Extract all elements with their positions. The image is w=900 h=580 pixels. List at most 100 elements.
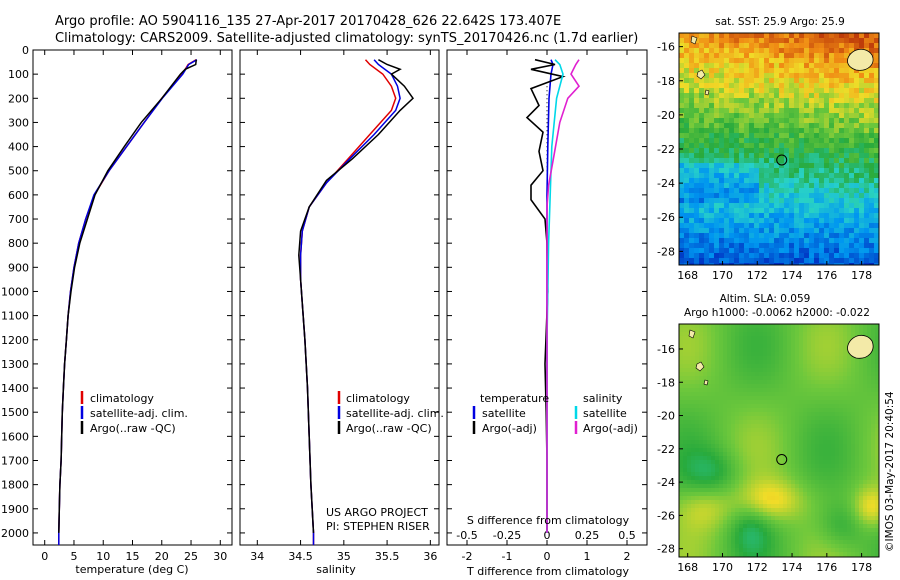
- map-cell: [815, 452, 820, 457]
- map-cell: [751, 548, 756, 553]
- map-cell: [795, 412, 800, 417]
- map-cell: [764, 223, 770, 229]
- map-cell: [739, 480, 744, 485]
- map-cell: [679, 400, 684, 405]
- map-cell: [739, 103, 745, 109]
- map-cell: [759, 243, 765, 249]
- map-cell: [779, 193, 785, 199]
- map-cell: [739, 448, 744, 453]
- map-cell: [863, 400, 868, 405]
- map-cell: [849, 73, 855, 79]
- map-cell: [719, 128, 725, 134]
- map-cell: [839, 98, 845, 104]
- map-cell: [711, 440, 716, 445]
- map-cell: [794, 158, 800, 164]
- map-cell: [875, 460, 879, 465]
- map-cell: [729, 123, 735, 129]
- map-cell: [791, 392, 796, 397]
- map-cell: [799, 428, 804, 433]
- map-cell: [823, 536, 828, 541]
- map-cell: [723, 524, 728, 529]
- map-cell: [814, 118, 820, 124]
- map-cell: [727, 344, 732, 349]
- map-cell: [731, 500, 736, 505]
- map-cell: [694, 223, 700, 229]
- map-cell: [724, 43, 730, 49]
- map-cell: [709, 33, 715, 39]
- map-cell: [691, 456, 696, 461]
- map-cell: [714, 103, 720, 109]
- lat-tick-label: -28: [657, 245, 675, 258]
- map-cell: [709, 228, 715, 234]
- map-cell: [814, 243, 820, 249]
- map-cell: [679, 340, 684, 345]
- map-cell: [791, 428, 796, 433]
- map-cell: [731, 380, 736, 385]
- map-cell: [715, 488, 720, 493]
- map-cell: [871, 416, 876, 421]
- map-cell: [719, 420, 724, 425]
- map-cell: [867, 544, 872, 549]
- map-cell: [709, 238, 715, 244]
- map-cell: [834, 173, 840, 179]
- map-cell: [734, 93, 740, 99]
- map-cell: [835, 484, 840, 489]
- map-cell: [764, 218, 770, 224]
- map-cell: [683, 468, 688, 473]
- map-cell: [849, 238, 855, 244]
- map-cell: [679, 228, 685, 234]
- map-cell: [691, 372, 696, 377]
- map-cell: [704, 78, 710, 84]
- map-cell: [759, 324, 764, 329]
- map-cell: [763, 372, 768, 377]
- map-cell: [739, 218, 745, 224]
- map-cell: [859, 332, 864, 337]
- map-cell: [795, 476, 800, 481]
- map-cell: [835, 348, 840, 353]
- map-cell: [843, 532, 848, 537]
- map-cell: [843, 488, 848, 493]
- map-cell: [804, 238, 810, 244]
- map-cell: [819, 243, 825, 249]
- map-cell: [804, 73, 810, 79]
- map-cell: [807, 436, 812, 441]
- map-cell: [829, 143, 835, 149]
- map-cell: [683, 464, 688, 469]
- map-cell: [689, 93, 695, 99]
- map-cell: [723, 532, 728, 537]
- map-cell: [744, 33, 750, 39]
- map-cell: [784, 78, 790, 84]
- map-cell: [711, 324, 716, 329]
- map-cell: [771, 404, 776, 409]
- map-cell: [859, 400, 864, 405]
- map-cell: [679, 536, 684, 541]
- map-cell: [867, 372, 872, 377]
- map-cell: [814, 238, 820, 244]
- map-cell: [809, 33, 815, 39]
- map-cell: [847, 516, 852, 521]
- map-cell: [764, 173, 770, 179]
- map-cell: [863, 408, 868, 413]
- map-cell: [691, 504, 696, 509]
- map-cell: [814, 138, 820, 144]
- map-cell: [831, 352, 836, 357]
- map-cell: [787, 412, 792, 417]
- map-cell: [839, 376, 844, 381]
- map-cell: [831, 532, 836, 537]
- map-cell: [791, 492, 796, 497]
- map-cell: [749, 83, 755, 89]
- map-cell: [827, 528, 832, 533]
- depth-tick-label: 700: [8, 213, 29, 226]
- map-cell: [731, 540, 736, 545]
- map-cell: [683, 524, 688, 529]
- map-cell: [683, 476, 688, 481]
- map-cell: [847, 336, 852, 341]
- map-cell: [839, 348, 844, 353]
- map-cell: [709, 103, 715, 109]
- map-cell: [679, 368, 684, 373]
- map-cell: [751, 396, 756, 401]
- map-cell: [774, 128, 780, 134]
- map-cell: [724, 63, 730, 69]
- map-cell: [694, 198, 700, 204]
- map-cell: [824, 143, 830, 149]
